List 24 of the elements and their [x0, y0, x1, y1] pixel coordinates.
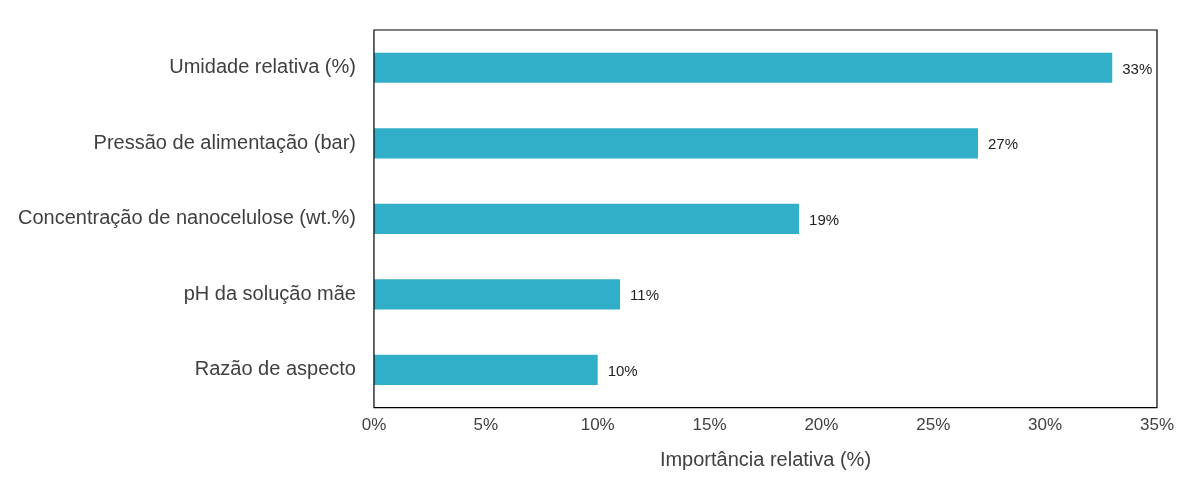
x-tick-label: 0%: [361, 415, 387, 435]
x-tick-label: 20%: [804, 415, 839, 435]
y-tick-label: Umidade relativa (%): [169, 55, 356, 78]
data-label: 10%: [607, 361, 638, 379]
bar: [373, 52, 1113, 83]
y-tick-label: Pressão de alimentação (bar): [93, 130, 356, 153]
data-label: 11%: [630, 286, 659, 304]
data-label: 33%: [1122, 59, 1153, 77]
bar: [373, 128, 979, 159]
bar: [373, 279, 621, 310]
x-axis-title: Importância relativa (%): [659, 447, 872, 470]
y-tick-label: Concentração de nanocelulose (wt.%): [18, 206, 356, 229]
x-tick-label: 10%: [580, 415, 615, 435]
y-tick-label: pH da solução mãe: [183, 281, 356, 304]
x-tick-label: 35%: [1139, 415, 1174, 435]
bar: [373, 203, 800, 234]
x-tick-label: 25%: [916, 415, 951, 435]
x-tick-label: 30%: [1028, 415, 1063, 435]
data-label: 19%: [809, 210, 840, 228]
x-tick-label: 15%: [692, 415, 727, 435]
y-tick-label: Razão de aspecto: [194, 357, 356, 380]
data-label: 27%: [988, 135, 1019, 153]
x-tick-label: 5%: [473, 415, 499, 435]
bar: [373, 354, 598, 385]
